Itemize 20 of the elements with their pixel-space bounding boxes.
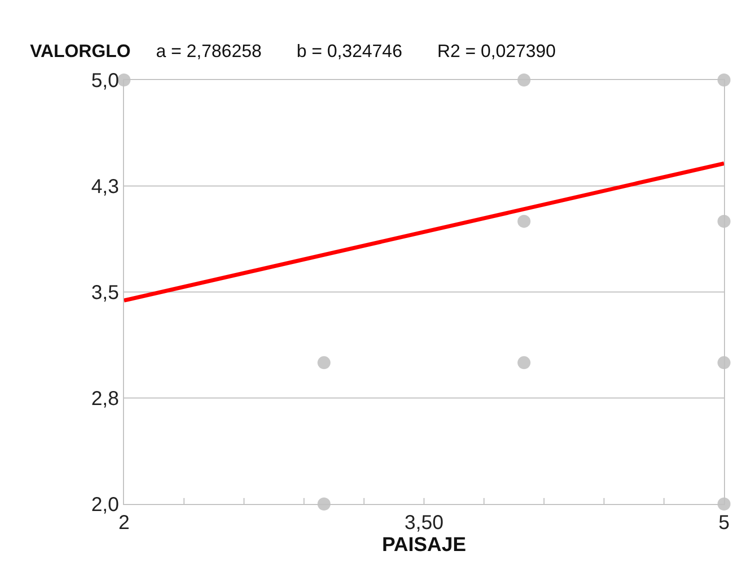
- y-tick-label: 2,0: [91, 494, 119, 516]
- point: [718, 214, 730, 228]
- y-tick-label: 4,3: [91, 176, 119, 198]
- y-tick-label: 3,5: [91, 282, 119, 304]
- x-axis-title: PAISAJE: [382, 534, 466, 556]
- point: [518, 74, 530, 86]
- y-axis-title: VALORGLO: [30, 41, 131, 61]
- y-tick-label: 2,8: [91, 388, 119, 410]
- point: [518, 214, 530, 228]
- point: [318, 498, 330, 510]
- point: [718, 74, 730, 86]
- point: [718, 356, 730, 370]
- y-tick-label: 5,0: [91, 70, 119, 92]
- point: [318, 356, 330, 370]
- x-tick-label: 3,50: [404, 512, 444, 534]
- point: [518, 356, 530, 370]
- x-tick-label: 5: [718, 512, 730, 534]
- chart-title: a = 2,786258 b = 0,324746 R2 = 0,027390: [156, 41, 556, 61]
- x-tick-label: 2: [118, 512, 130, 534]
- point: [718, 498, 730, 510]
